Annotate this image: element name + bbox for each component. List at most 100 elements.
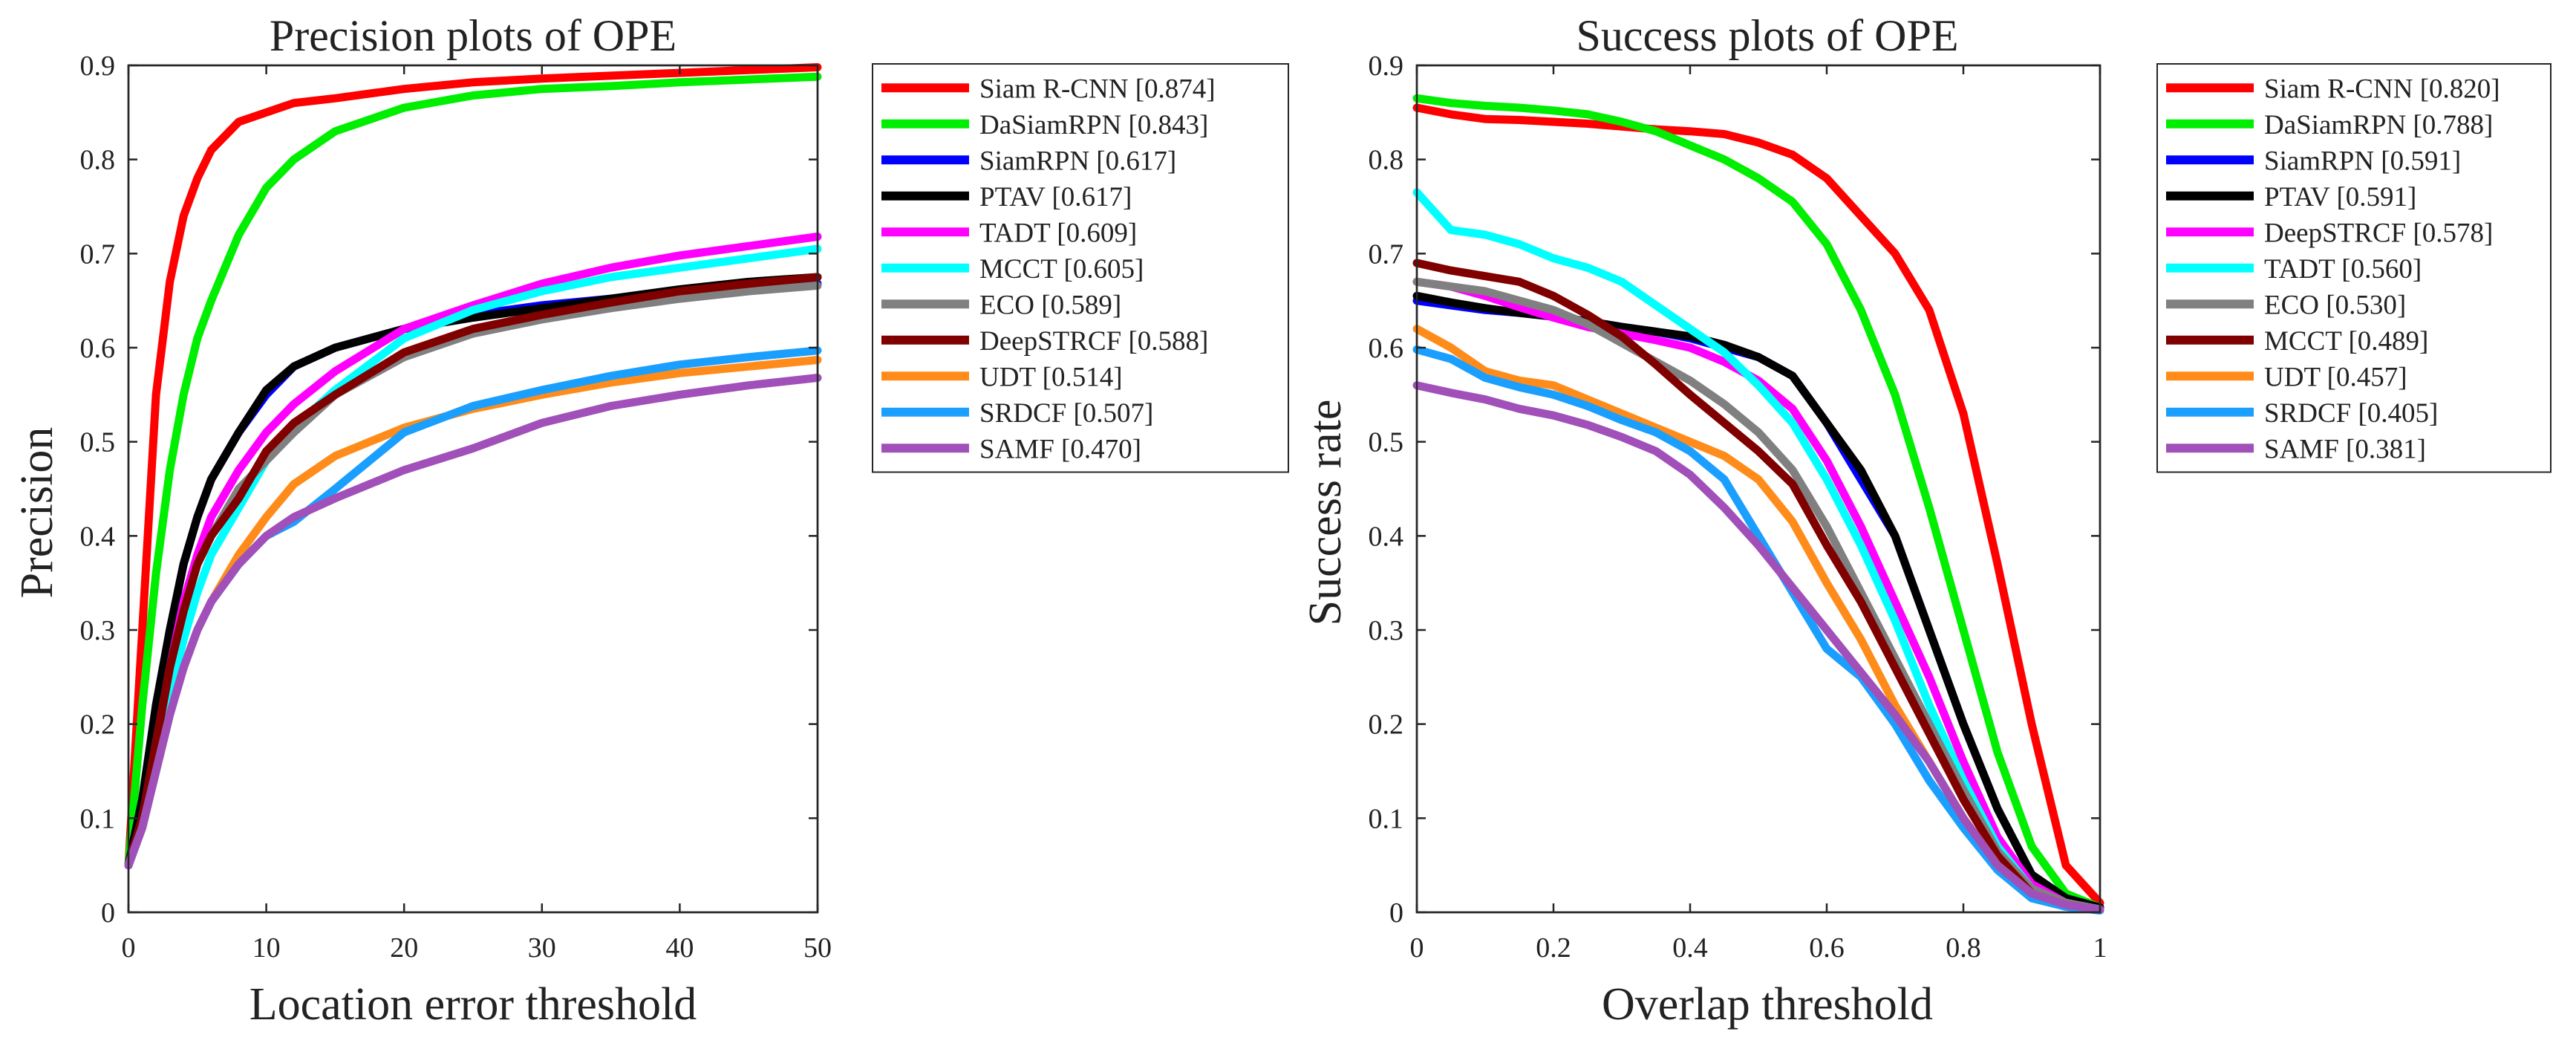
success-legend-name: ECO (2264, 290, 2319, 320)
success-legend-name: MCCT (2264, 326, 2341, 357)
precision-legend-entry: UDT [0.514] (979, 362, 1123, 392)
success-legend-spacer (2341, 326, 2348, 357)
success-legend-name: PTAV (2264, 182, 2330, 212)
precision-legend-entry: PTAV [0.617] (979, 182, 1132, 212)
precision-legend-name: Siam R-CNN (979, 74, 1128, 104)
precision-y-tick-label: 0.8 (80, 145, 116, 176)
success-legend-entry: Siam R-CNN [0.820] (2264, 74, 2500, 104)
success-legend-spacer (2320, 362, 2326, 392)
success-legend-entry: SRDCF [0.405] (2264, 398, 2438, 429)
success-legend-score: [0.457] (2327, 362, 2407, 392)
precision-x-tick-label: 30 (528, 932, 556, 964)
precision-x-tick-label: 40 (665, 932, 694, 964)
success-plot-area (1415, 64, 2101, 914)
success-y-tick-label: 0.4 (1369, 521, 1404, 552)
precision-legend-spacer (1045, 182, 1051, 212)
success-x-tick-label: 0.8 (1946, 932, 1981, 964)
precision-y-tick-label: 0.2 (80, 709, 116, 741)
success-legend-entry: DeepSTRCF [0.578] (2264, 218, 2493, 248)
precision-series-line-deepstrcf (124, 273, 822, 870)
precision-y-tick-label: 0.3 (80, 615, 116, 646)
precision-legend-entry: ECO [0.589] (979, 290, 1121, 320)
success-legend-spacer (2374, 146, 2381, 176)
precision-legend-name: TADT (979, 218, 1050, 248)
success-series-line-samf (1412, 381, 2104, 914)
success-legend-score: [0.591] (2336, 182, 2416, 212)
success-y-tick-label: 0.3 (1369, 615, 1404, 646)
precision-legend-score: [0.470] (1061, 434, 1141, 464)
success-legend-spacer (2351, 398, 2358, 429)
success-legend-score: [0.489] (2348, 326, 2428, 357)
success-legend-name: DeepSTRCF (2264, 218, 2406, 248)
precision-x-tick-label: 0 (122, 932, 136, 964)
precision-legend-spacer (1121, 326, 1128, 357)
precision-legend-spacer (1121, 110, 1128, 140)
success-legend-entry: SiamRPN [0.591] (2264, 146, 2461, 176)
success-plot-panel: Success plots of OPE Overlap threshold S… (1300, 11, 2551, 1030)
success-x-tick-label: 0.2 (1536, 932, 1571, 964)
success-legend-entry: SAMF [0.381] (2264, 434, 2426, 464)
precision-y-tick-label: 0 (101, 897, 115, 929)
precision-legend-score: [0.514] (1043, 362, 1123, 392)
precision-x-tick-label: 50 (803, 932, 832, 964)
success-y-tick-label: 0.5 (1369, 427, 1404, 458)
precision-legend-spacer (1034, 290, 1041, 320)
precision-legend-entry: DaSiamRPN [0.843] (979, 110, 1208, 140)
success-legend-spacer (2335, 254, 2341, 285)
success-legend-score: [0.560] (2341, 254, 2422, 285)
precision-y-tick-label: 0.4 (80, 521, 116, 552)
success-axes-frame (1415, 64, 2101, 914)
success-y-axis-title: Success rate (1300, 400, 1351, 626)
success-legend: Siam R-CNN [0.820] DaSiamRPN [0.788] SiamR… (2156, 63, 2551, 473)
precision-legend-entry: MCCT [0.605] (979, 254, 1144, 285)
precision-y-tick-label: 0.5 (80, 427, 116, 458)
precision-legend-entry: Siam R-CNN [0.874] (979, 74, 1216, 104)
success-y-tick-label: 0.2 (1369, 709, 1404, 741)
precision-legend-score: [0.609] (1057, 218, 1137, 248)
success-legend-entry: DaSiamRPN [0.788] (2264, 110, 2493, 140)
precision-legend-entry: TADT [0.609] (979, 218, 1137, 248)
success-legend-spacer (2319, 290, 2326, 320)
precision-legend-spacer (1050, 218, 1057, 248)
success-legend-name: SiamRPN (2264, 146, 2374, 176)
success-y-tick-label: 0 (1389, 897, 1403, 929)
precision-legend-score: [0.588] (1128, 326, 1208, 357)
precision-legend-name: ECO (979, 290, 1034, 320)
precision-series-line-samf (124, 374, 822, 870)
precision-legend-name: DaSiamRPN (979, 110, 1121, 140)
precision-legend-entry: SiamRPN [0.617] (979, 146, 1176, 176)
precision-x-tick-label: 20 (390, 932, 418, 964)
precision-legend: Siam R-CNN [0.874] DaSiamRPN [0.843] SiamR… (872, 63, 1289, 473)
success-legend-name: SRDCF (2264, 398, 2351, 429)
precision-legend-name: SiamRPN (979, 146, 1089, 176)
precision-legend-name: PTAV (979, 182, 1046, 212)
precision-y-axis-title: Precision (12, 427, 62, 599)
success-legend-spacer (2406, 218, 2413, 248)
success-legend-score: [0.578] (2413, 218, 2493, 248)
precision-y-tick-label: 0.6 (80, 333, 116, 364)
success-legend-score: [0.591] (2381, 146, 2461, 176)
precision-legend-spacer (1054, 434, 1061, 464)
success-legend-score: [0.381] (2346, 434, 2426, 464)
precision-legend-name: SAMF (979, 434, 1054, 464)
precision-legend-entry: SAMF [0.470] (979, 434, 1141, 464)
success-legend-name: SAMF (2264, 434, 2339, 464)
success-x-tick-label: 1 (2093, 932, 2107, 964)
success-legend-spacer (2339, 434, 2346, 464)
precision-y-tick-label: 0.9 (80, 51, 116, 82)
precision-legend-entry: DeepSTRCF [0.588] (979, 326, 1208, 357)
precision-y-tick-label: 0.7 (80, 238, 116, 270)
precision-legend-entry: SRDCF [0.507] (979, 398, 1153, 429)
precision-series-line-siam-r-cnn (124, 63, 822, 870)
precision-legend-score: [0.843] (1128, 110, 1208, 140)
success-x-tick-label: 0.4 (1672, 932, 1708, 964)
precision-plot-title: Precision plots of OPE (270, 11, 676, 60)
success-legend-name: UDT (2264, 362, 2320, 392)
precision-legend-spacer (1057, 254, 1063, 285)
precision-y-tick-label: 0.1 (80, 803, 116, 834)
success-series-line-siam-r-cnn (1412, 103, 2104, 907)
precision-series-line-dasiamrpn (124, 72, 822, 870)
success-legend-spacer (2413, 74, 2419, 104)
precision-legend-score: [0.507] (1073, 398, 1153, 429)
